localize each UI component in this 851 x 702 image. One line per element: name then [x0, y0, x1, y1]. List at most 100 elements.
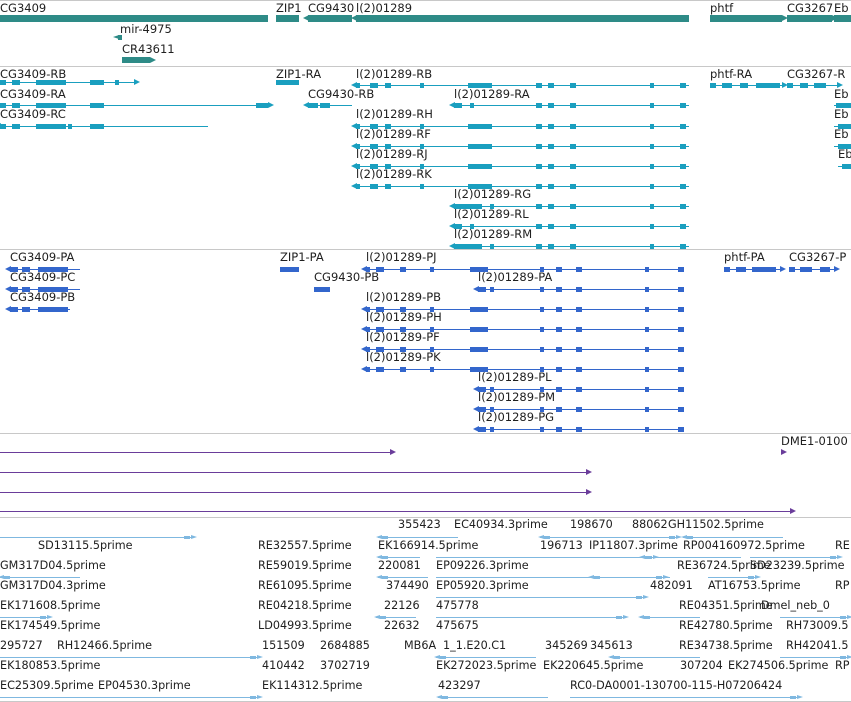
- est-alignment-line[interactable]: [0, 657, 260, 658]
- gene-glyph[interactable]: [787, 15, 832, 22]
- transcript-exon: [650, 164, 654, 169]
- est-label: 198670: [570, 518, 613, 531]
- protein-exon: [645, 387, 649, 392]
- est-alignment-line[interactable]: [436, 577, 666, 578]
- est-alignment-line[interactable]: [610, 657, 700, 658]
- protein-exon: [678, 327, 684, 332]
- est-alignment-line[interactable]: [750, 557, 840, 558]
- alignment-line[interactable]: [0, 492, 586, 493]
- transcript-exon: [256, 103, 268, 108]
- alignment-line[interactable]: [0, 452, 390, 453]
- gene-glyph[interactable]: [710, 15, 782, 22]
- est-alignment-line[interactable]: [436, 617, 626, 618]
- track-separator: [0, 517, 851, 518]
- est-alignment-line[interactable]: [378, 557, 420, 558]
- transcript-exon: [276, 80, 299, 85]
- gene-glyph[interactable]: [0, 15, 268, 22]
- transcript-exon: [385, 83, 391, 88]
- transcript-exon: [570, 124, 576, 129]
- protein-exon: [678, 427, 684, 432]
- est-alignment-line[interactable]: [0, 617, 50, 618]
- est-alignment-line[interactable]: [378, 537, 458, 538]
- est-alignment-line[interactable]: [0, 537, 194, 538]
- transcript-exon: [548, 204, 554, 209]
- est-alignment-line[interactable]: [641, 557, 741, 558]
- est-alignment-line[interactable]: [0, 577, 80, 578]
- strand-arrow-icon: [782, 15, 788, 21]
- strand-arrow-icon: [608, 655, 614, 659]
- est-alignment-line[interactable]: [589, 537, 679, 538]
- est-alignment-line[interactable]: [378, 577, 428, 578]
- est-alignment-line[interactable]: [436, 557, 656, 558]
- transcript-label: Eb: [834, 127, 849, 141]
- est-block: [636, 596, 642, 599]
- track-separator: [0, 0, 851, 1]
- est-alignment-line[interactable]: [780, 617, 850, 618]
- protein-exon: [376, 327, 384, 332]
- transcript-exon: [12, 124, 20, 129]
- transcript-exon: [454, 204, 482, 209]
- est-block: [382, 576, 388, 579]
- strand-arrow-icon: [303, 102, 309, 108]
- est-alignment-line[interactable]: [438, 697, 548, 698]
- strand-arrow-icon: [361, 326, 367, 332]
- est-alignment-line[interactable]: [436, 657, 536, 658]
- strand-arrow-icon: [376, 575, 382, 579]
- est-alignment-line[interactable]: [640, 617, 700, 618]
- gene-glyph[interactable]: [276, 15, 299, 22]
- est-block: [250, 696, 256, 699]
- est-label: EK114312.5prime: [262, 679, 363, 692]
- transcript-exon: [356, 184, 360, 189]
- gene-label: CG3267: [787, 1, 834, 15]
- protein-exon: [314, 287, 330, 292]
- est-block: [594, 576, 600, 579]
- est-alignment-line[interactable]: [570, 697, 800, 698]
- protein-exon: [540, 387, 544, 392]
- transcript-exon: [536, 184, 542, 189]
- est-label: EP04530.3prime: [98, 679, 191, 692]
- strand-arrow-icon: [755, 575, 761, 579]
- est-block: [382, 556, 388, 559]
- strand-arrow-icon: [473, 286, 479, 292]
- transcript-label: CG3409-RB: [0, 67, 67, 81]
- est-label: EP05920.3prime: [436, 579, 529, 592]
- est-block: [544, 536, 550, 539]
- alignment-line[interactable]: [0, 472, 586, 473]
- transcript-exon: [536, 124, 542, 129]
- est-alignment-line[interactable]: [780, 657, 850, 658]
- transcript-exon: [12, 80, 20, 85]
- est-alignment-line[interactable]: [683, 537, 783, 538]
- est-label: RE04218.5prime: [258, 599, 352, 612]
- est-alignment-line[interactable]: [590, 577, 670, 578]
- protein-exon: [724, 267, 730, 272]
- alignment-line[interactable]: [0, 511, 790, 512]
- est-alignment-line[interactable]: [376, 617, 416, 618]
- est-label: EK274506.5prime: [728, 659, 829, 672]
- strand-arrow-icon: [5, 306, 11, 312]
- transcript-exon: [740, 83, 748, 88]
- est-alignment-line[interactable]: [0, 697, 260, 698]
- protein-exon: [400, 267, 406, 272]
- transcript-intron-line: [356, 146, 689, 147]
- est-alignment-line[interactable]: [540, 537, 590, 538]
- gene-glyph[interactable]: [308, 15, 352, 22]
- protein-exon: [470, 367, 488, 372]
- protein-exon: [490, 287, 494, 292]
- transcript-exon: [836, 103, 851, 108]
- transcript-exon: [420, 164, 424, 169]
- transcript-exon: [0, 103, 6, 108]
- gene-glyph[interactable]: [356, 15, 689, 22]
- transcript-exon: [36, 103, 66, 108]
- est-alignment-line[interactable]: [708, 577, 758, 578]
- gene-label: l(2)01289: [356, 1, 413, 15]
- alignment-label: DME1-0100: [781, 434, 848, 448]
- gene-glyph[interactable]: [122, 57, 150, 63]
- transcript-intron-line: [787, 85, 837, 86]
- transcript-exon: [570, 164, 576, 169]
- gene-glyph[interactable]: [118, 35, 122, 40]
- est-label: RP: [835, 659, 850, 672]
- strand-arrow-icon: [639, 555, 645, 559]
- gene-glyph[interactable]: [834, 15, 851, 22]
- est-alignment-line[interactable]: [436, 597, 646, 598]
- est-label: 374490: [386, 579, 429, 592]
